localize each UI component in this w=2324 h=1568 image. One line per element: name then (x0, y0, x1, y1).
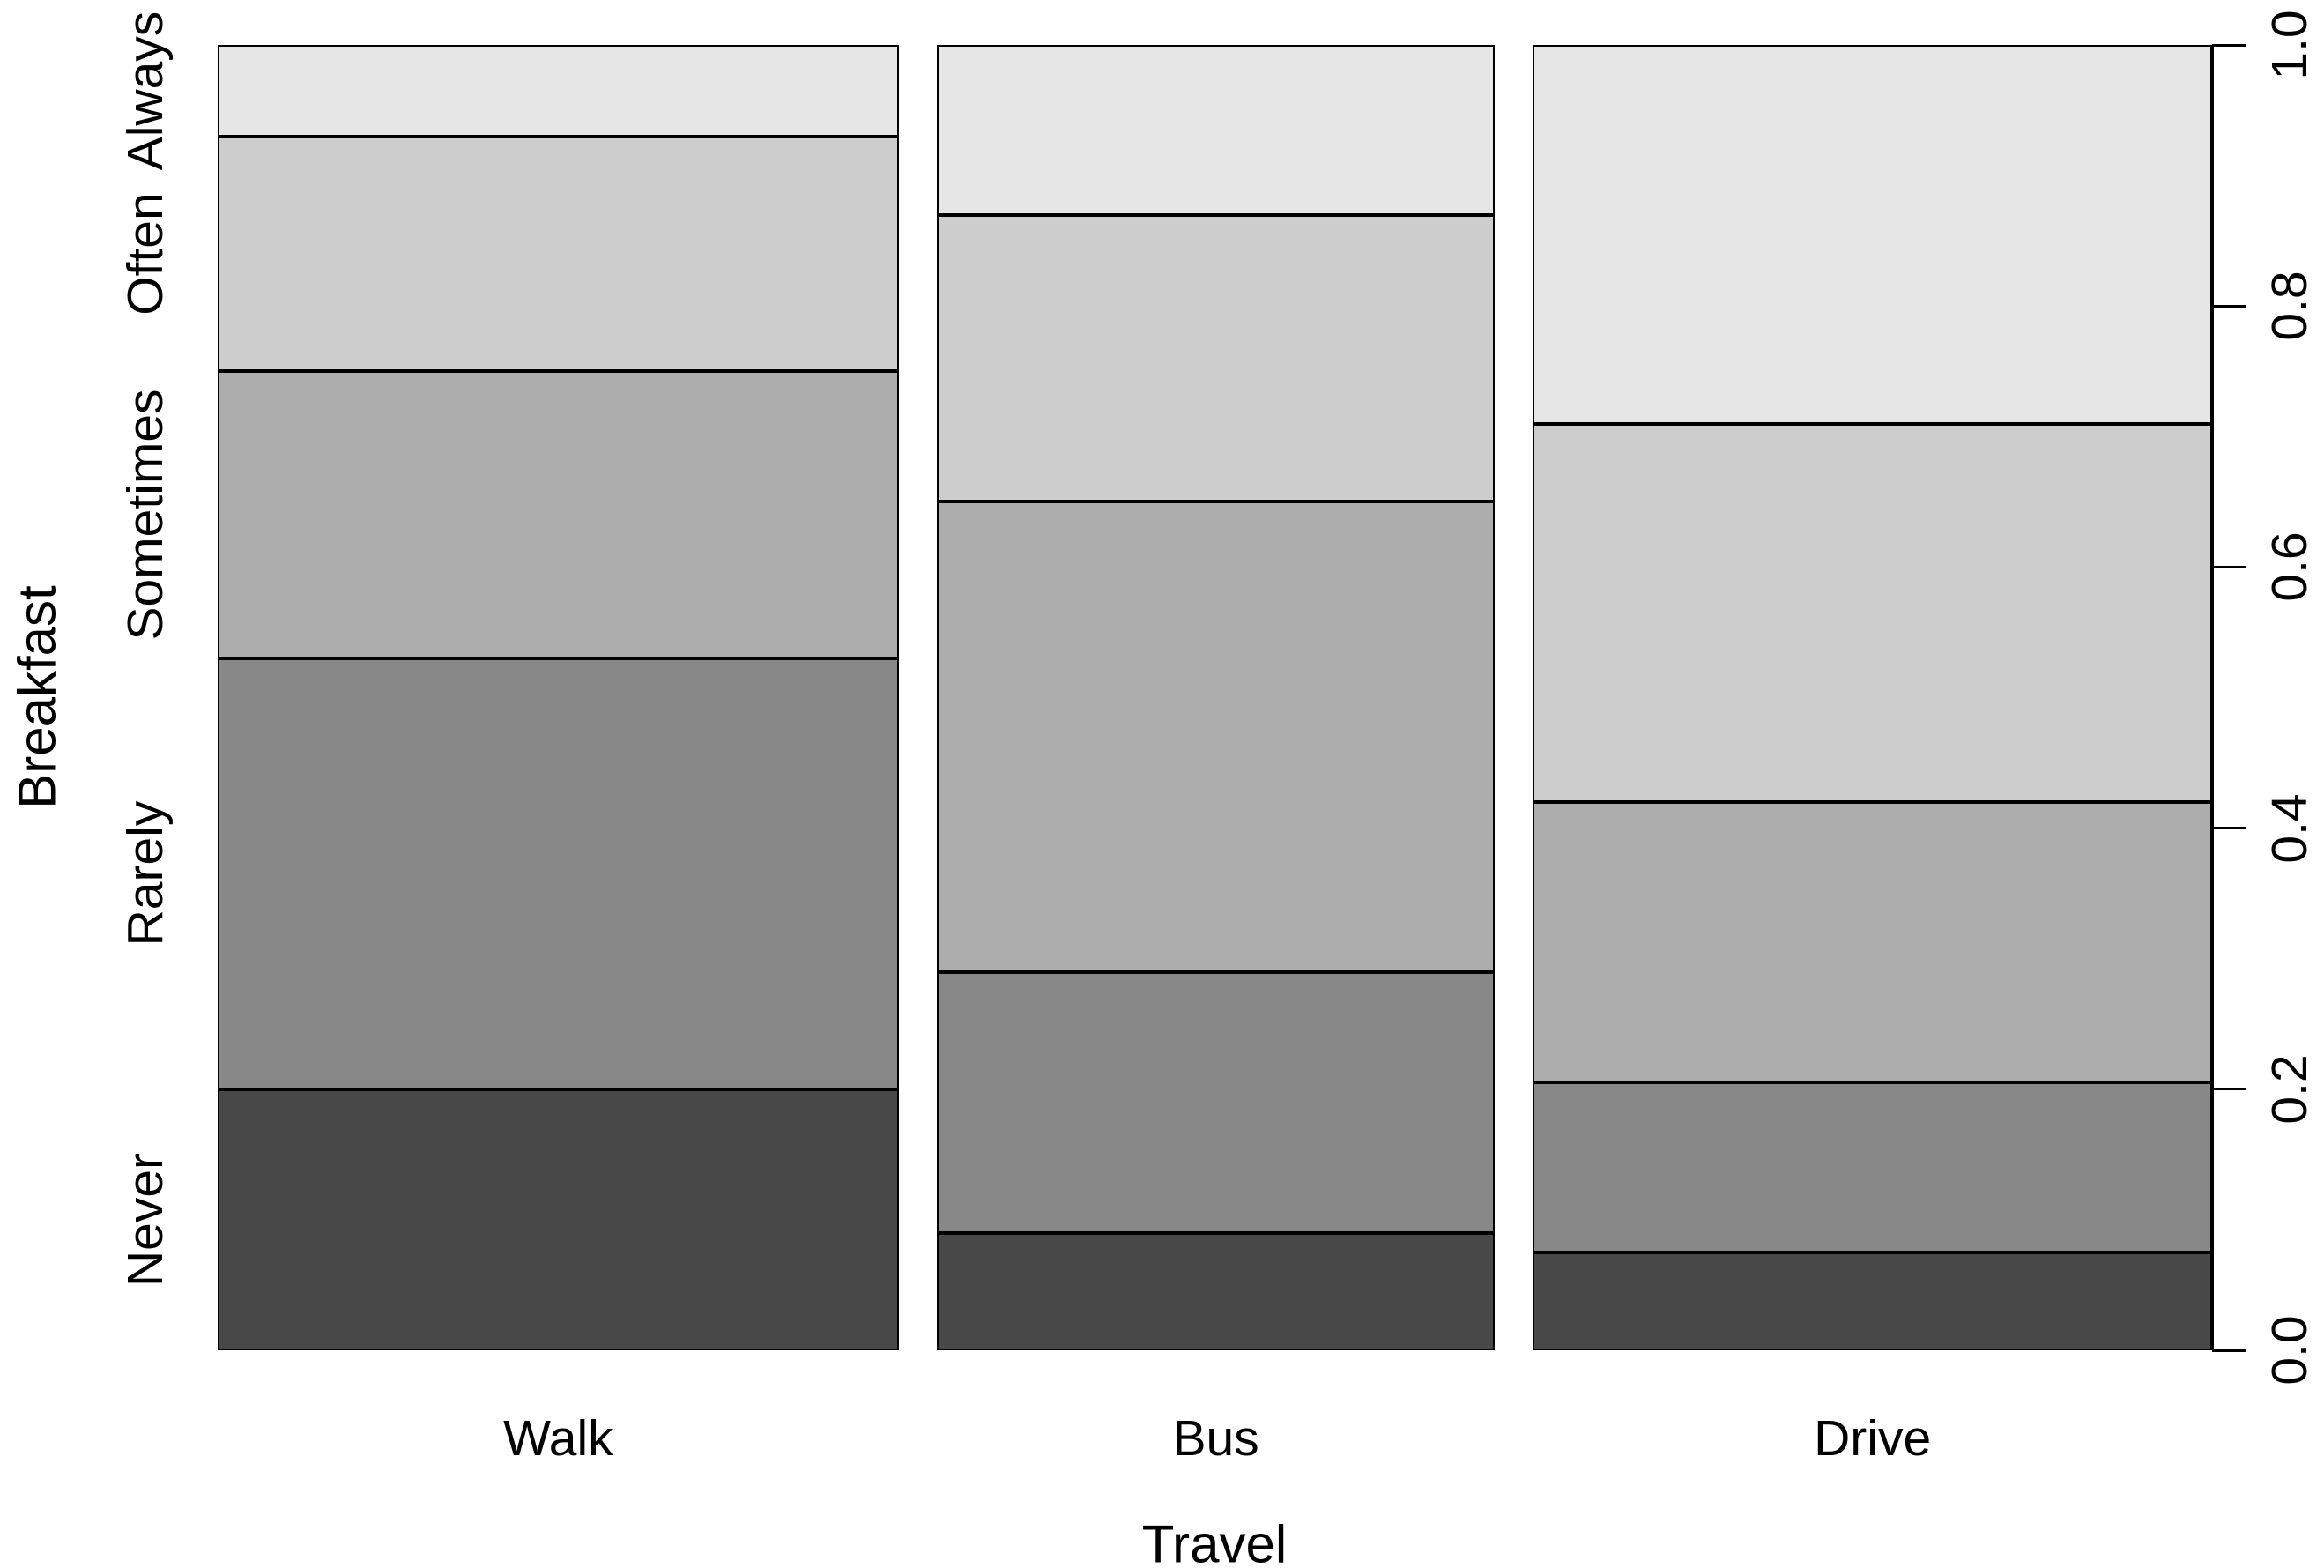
right-axis-tick-0.2 (2212, 1088, 2246, 1091)
segment-walk-sometimes (218, 371, 899, 659)
row-label-rarely: Rarely (117, 801, 174, 947)
right-axis-tick-label: 1.0 (2261, 10, 2318, 80)
segment-bus-never (936, 1232, 1496, 1350)
column-label-walk: Walk (503, 1410, 613, 1467)
segment-walk-always (218, 45, 899, 137)
right-axis-tick-1.0 (2212, 43, 2246, 47)
mosaic-column-walk (218, 45, 899, 1350)
mosaic-column-bus (936, 45, 1496, 1350)
segment-drive-sometimes (1533, 802, 2212, 1083)
segment-bus-often (936, 214, 1496, 502)
plot-area (218, 45, 2212, 1350)
right-axis-tick-label: 0.6 (2261, 531, 2318, 603)
x-axis-title: Travel (1141, 1514, 1288, 1568)
right-axis-tick-0.4 (2212, 827, 2246, 830)
y-axis-title: Breakfast (7, 585, 67, 809)
column-label-bus: Bus (1172, 1410, 1259, 1467)
row-label-often: Often (117, 192, 174, 316)
row-label-never: Never (117, 1152, 174, 1287)
right-axis-tick-0.0 (2212, 1349, 2246, 1352)
segment-walk-never (218, 1089, 899, 1350)
mosaic-column-drive (1533, 45, 2212, 1350)
segment-bus-rarely (936, 971, 1496, 1233)
right-axis-tick-label: 0.0 (2261, 1315, 2318, 1386)
row-label-always: Always (117, 11, 174, 171)
right-axis-tick-label: 0.2 (2261, 1054, 2318, 1125)
row-label-sometimes: Sometimes (117, 389, 174, 641)
right-axis-tick-label: 0.8 (2261, 271, 2318, 341)
segment-drive-always (1533, 45, 2212, 424)
segment-bus-sometimes (936, 502, 1496, 972)
right-axis-line (2211, 45, 2214, 1350)
column-label-drive: Drive (1814, 1410, 1932, 1467)
right-axis-tick-0.8 (2212, 304, 2246, 308)
segment-walk-rarely (218, 658, 899, 1089)
segment-drive-never (1533, 1252, 2212, 1350)
right-axis-tick-label: 0.4 (2261, 792, 2318, 864)
segment-drive-rarely (1533, 1082, 2212, 1252)
segment-bus-always (936, 45, 1496, 215)
segment-walk-often (218, 136, 899, 372)
right-axis-tick-0.6 (2212, 565, 2246, 568)
segment-drive-often (1533, 423, 2212, 802)
